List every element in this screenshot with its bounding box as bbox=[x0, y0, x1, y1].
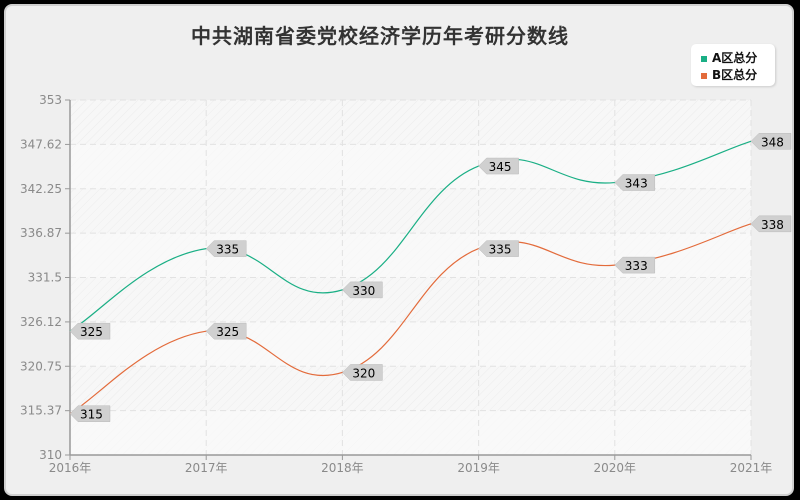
x-tick-label: 2017年 bbox=[185, 461, 228, 475]
y-tick-label: 336.87 bbox=[20, 226, 62, 240]
data-label: 325 bbox=[69, 322, 111, 340]
data-label: 345 bbox=[478, 157, 519, 175]
svg-text:335: 335 bbox=[489, 243, 512, 257]
svg-text:320: 320 bbox=[352, 366, 375, 380]
data-labels: 325 335 330 345 343 348 315 325 320 335 333 338 bbox=[69, 133, 792, 422]
chart-title: 中共湖南省委党校经济学历年考研分数线 bbox=[191, 24, 569, 48]
x-tick-label: 2021年 bbox=[730, 461, 773, 475]
y-tick-label: 331.5 bbox=[28, 271, 62, 285]
gridlines bbox=[70, 99, 752, 455]
y-tick-label: 342.25 bbox=[20, 182, 62, 196]
y-tick-label: 353 bbox=[39, 93, 62, 107]
data-label: 333 bbox=[614, 256, 656, 274]
x-tick-label: 2016年 bbox=[49, 461, 92, 475]
data-label: 325 bbox=[205, 322, 247, 340]
legend-swatch-b-icon bbox=[701, 72, 707, 79]
y-tick-label: 347.62 bbox=[20, 137, 62, 151]
y-tick-label: 315.37 bbox=[20, 404, 62, 418]
svg-text:345: 345 bbox=[489, 160, 512, 174]
data-label: 343 bbox=[614, 174, 656, 191]
axes: 353 347.62 342.25 336.87 331.5 326.12 320.75 31… bbox=[20, 93, 772, 475]
data-label: 335 bbox=[478, 240, 519, 257]
y-tick-label: 310 bbox=[39, 448, 62, 462]
data-label: 338 bbox=[750, 215, 792, 233]
x-tick-label: 2018年 bbox=[321, 461, 364, 475]
svg-text:335: 335 bbox=[216, 243, 239, 257]
data-label: 348 bbox=[750, 133, 792, 150]
legend-item-a[interactable]: A区总分 bbox=[701, 49, 757, 66]
svg-text:330: 330 bbox=[352, 284, 375, 298]
svg-text:338: 338 bbox=[761, 218, 784, 232]
svg-text:325: 325 bbox=[80, 325, 103, 339]
data-label: 330 bbox=[342, 281, 383, 299]
svg-text:348: 348 bbox=[761, 135, 784, 149]
data-label: 315 bbox=[69, 405, 111, 422]
data-label: 320 bbox=[342, 364, 383, 381]
y-tick-label: 320.75 bbox=[20, 359, 62, 373]
legend: A区总分 B区总分 bbox=[691, 44, 775, 86]
svg-text:325: 325 bbox=[216, 325, 239, 339]
svg-text:333: 333 bbox=[625, 259, 648, 273]
y-tick-label: 326.12 bbox=[20, 315, 62, 329]
svg-text:343: 343 bbox=[625, 177, 648, 191]
data-label: 335 bbox=[205, 240, 247, 257]
legend-label-b: B区总分 bbox=[712, 68, 758, 82]
legend-swatch-a-icon bbox=[701, 55, 707, 62]
x-tick-label: 2020年 bbox=[594, 461, 637, 475]
legend-item-b[interactable]: B区总分 bbox=[701, 66, 757, 83]
svg-text:315: 315 bbox=[80, 408, 103, 422]
x-tick-label: 2019年 bbox=[457, 461, 500, 475]
legend-label-a: A区总分 bbox=[712, 51, 758, 65]
